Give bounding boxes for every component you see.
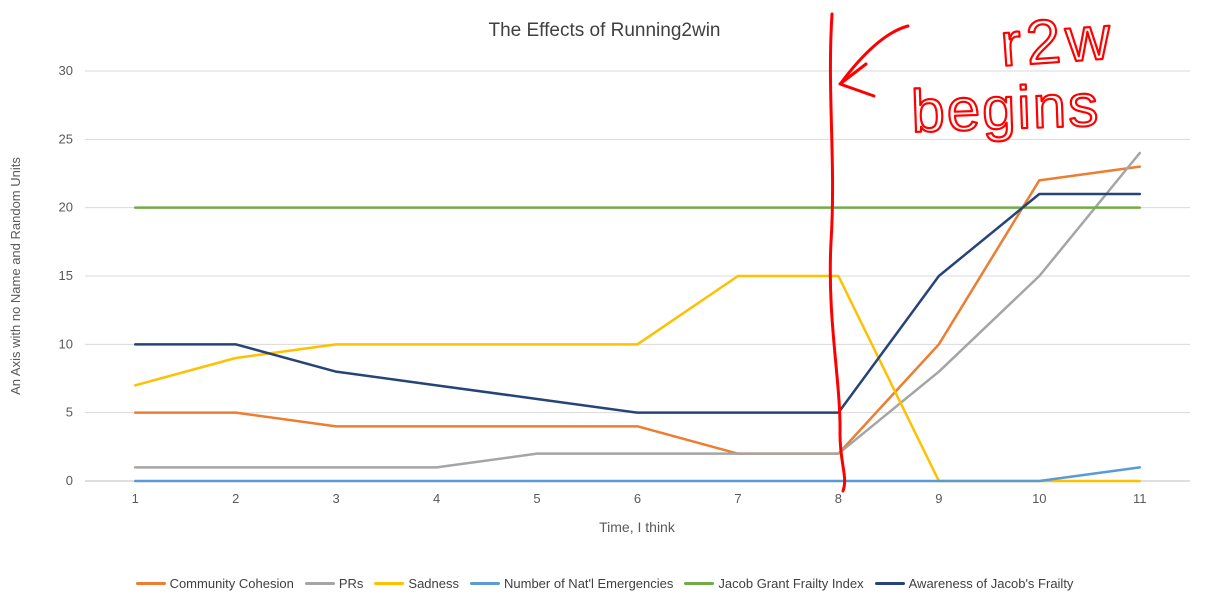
legend-item-number-of-nat-l-emergencies: Number of Nat'l Emergencies	[470, 576, 673, 591]
series-line-awareness-of-jacob-s-frailty	[133, 192, 1142, 414]
y-tick-label: 25	[59, 131, 73, 146]
legend-item-sadness: Sadness	[374, 576, 459, 591]
x-tick-label: 8	[835, 491, 842, 506]
legend-swatch	[135, 581, 166, 586]
chart-title: The Effects of Running2win	[488, 20, 721, 41]
legend-label: Awareness of Jacob's Frailty	[908, 576, 1074, 591]
x-tick-label: 1	[132, 491, 139, 506]
x-tick-label: 6	[634, 491, 641, 506]
chart-legend: Community Cohesion PRs Sadness Number of Na…	[0, 576, 1209, 591]
y-tick-label: 15	[59, 268, 73, 283]
x-tick-label: 9	[935, 491, 942, 506]
x-tick-label: 10	[1032, 491, 1046, 506]
legend-item-awareness-of-jacob-s-frailty: Awareness of Jacob's Frailty	[874, 576, 1074, 591]
annotation-r2w-begins: r2w begins	[828, 2, 1119, 493]
y-tick-label: 0	[66, 473, 73, 488]
y-axis-title: An Axis with no Name and Random Units	[8, 157, 23, 395]
x-tick-label: 5	[533, 491, 540, 506]
annotation-text-line2: begins	[910, 71, 1101, 145]
x-tick-label: 3	[333, 491, 340, 506]
annotation-arrowhead	[838, 62, 876, 98]
legend-label: Number of Nat'l Emergencies	[504, 576, 674, 591]
legend-item-jacob-grant-frailty-index: Jacob Grant Frailty Index	[684, 576, 864, 591]
x-tick-label: 11	[1133, 491, 1147, 506]
y-tick-label: 10	[59, 336, 73, 351]
x-tick-label: 7	[734, 491, 741, 506]
legend-swatch	[374, 581, 405, 586]
y-tick-label: 20	[59, 200, 73, 215]
annotation-arrow-shaft	[839, 24, 910, 85]
legend-swatch	[684, 581, 715, 586]
series-line-community-cohesion	[133, 165, 1142, 455]
legend-label: Community Cohesion	[169, 576, 294, 591]
legend-swatch	[874, 581, 905, 586]
series-line-sadness	[133, 274, 1142, 483]
legend-swatch	[304, 581, 335, 586]
series-line-prs	[133, 151, 1142, 469]
legend-label: Jacob Grant Frailty Index	[718, 576, 864, 591]
legend-label: PRs	[338, 576, 364, 591]
legend-label: Sadness	[408, 576, 459, 591]
x-tick-label: 4	[433, 491, 440, 506]
annotation-text-line1: r2w	[998, 3, 1117, 80]
x-axis-title: Time, I think	[599, 519, 676, 535]
legend-item-prs: PRs	[304, 576, 364, 591]
legend-item-community-cohesion: Community Cohesion	[135, 576, 294, 591]
x-tick-label: 2	[232, 491, 239, 506]
series-line-number-of-nat-l-emergencies	[133, 466, 1142, 483]
annotation-vertical-line	[828, 12, 847, 493]
y-tick-label: 30	[59, 63, 73, 78]
y-tick-label: 5	[66, 405, 73, 420]
legend-swatch	[470, 581, 500, 586]
